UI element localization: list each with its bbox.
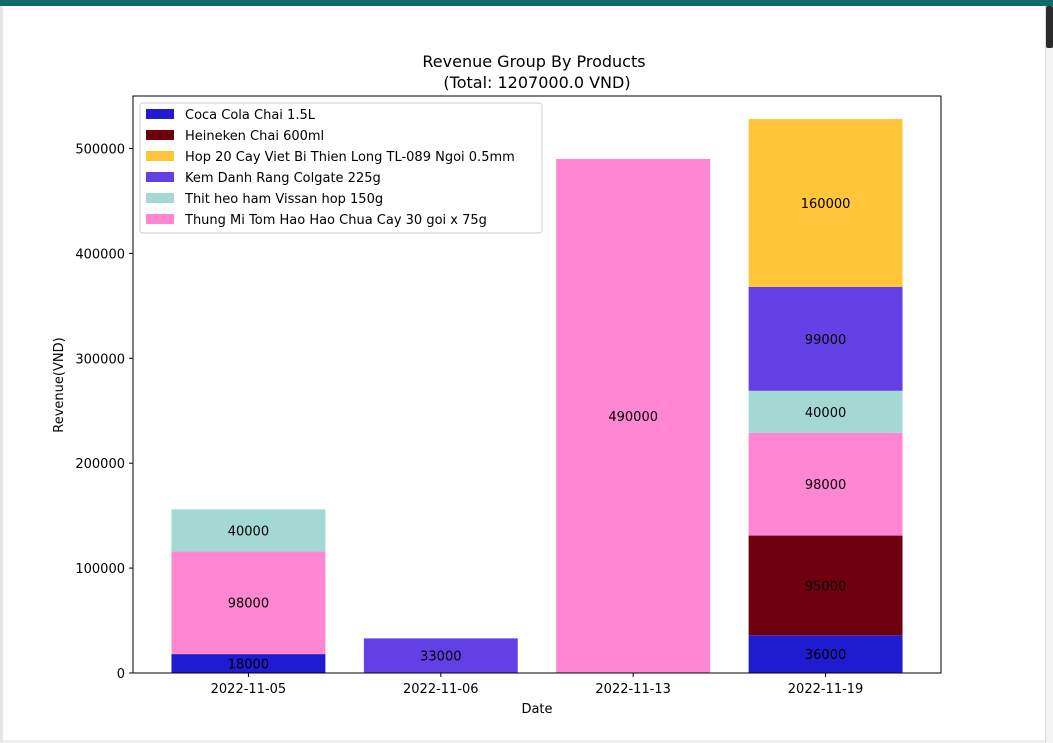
bar-value-label: 98000	[228, 597, 269, 612]
bar-segment	[171, 654, 326, 673]
legend-label: Thit heo ham Vissan hop 150g	[184, 192, 383, 207]
bar-segment	[748, 432, 903, 536]
legend-label: Kem Danh Rang Colgate 225g	[185, 171, 381, 186]
bar-segment	[748, 119, 903, 287]
bar-segment	[748, 635, 903, 673]
chart-subtitle: (Total: 1207000.0 VND)	[443, 73, 630, 92]
legend-swatch	[146, 214, 174, 224]
bar-value-label: 36000	[805, 648, 846, 663]
bar-value-label: 40000	[805, 406, 846, 421]
bar-value-label: 95000	[805, 579, 846, 594]
scrollbar-track[interactable]	[1045, 6, 1053, 743]
bar-value-label: 40000	[228, 524, 269, 539]
x-tick-label: 2022-11-05	[211, 682, 287, 697]
legend-label: Hop 20 Cay Viet Bi Thien Long TL-089 Ngo…	[185, 150, 515, 165]
y-tick-label: 300000	[75, 352, 125, 367]
legend-label: Thung Mi Tom Hao Hao Chua Cay 30 goi x 7…	[184, 213, 487, 228]
y-tick-label: 400000	[75, 247, 125, 262]
x-tick-label: 2022-11-19	[788, 682, 864, 697]
bar-value-label: 18000	[228, 658, 269, 673]
legend-swatch	[146, 109, 174, 119]
bar-value-label: 98000	[805, 478, 846, 493]
legend-label: Coca Cola Chai 1.5L	[185, 108, 316, 123]
chart-title: Revenue Group By Products	[422, 52, 645, 71]
legend-label: Heineken Chai 600ml	[185, 129, 324, 144]
bar-segment	[171, 509, 326, 552]
bar-segment	[171, 551, 326, 655]
axes-layer: 2022-11-05 2022-11-06 2022-11-13 2022-11-19…	[75, 142, 863, 697]
legend-swatch	[146, 172, 174, 182]
y-tick-label: 200000	[75, 457, 125, 472]
scrollbar-thumb[interactable]	[1046, 6, 1053, 48]
y-tick-label: 100000	[75, 562, 125, 577]
x-tick-label: 2022-11-13	[595, 682, 671, 697]
legend-swatch	[146, 151, 174, 161]
legend: Coca Cola Chai 1.5L Heineken Chai 600ml Ho…	[139, 102, 543, 234]
x-tick-label: 2022-11-06	[403, 682, 479, 697]
legend-swatch	[146, 130, 174, 140]
y-tick-label: 500000	[75, 142, 125, 157]
bar-segment	[363, 638, 518, 673]
window-top-bar	[0, 0, 1053, 6]
bar-segment	[748, 390, 903, 433]
bar-value-label: 99000	[805, 333, 846, 348]
bar-segment	[748, 286, 903, 391]
legend-box	[139, 102, 543, 234]
bar-value-label: 33000	[420, 650, 461, 665]
bar-value-label: 490000	[608, 410, 658, 425]
window-bottom-edge	[3, 740, 1045, 743]
plot-frame	[132, 95, 942, 674]
bars-layer: 18000 98000 40000 33000 490000 36000 95000 9800…	[171, 119, 903, 674]
x-axis-label: Date	[521, 702, 552, 717]
legend-swatch	[146, 193, 174, 203]
y-tick-label: 0	[117, 667, 125, 682]
bar-value-label: 160000	[801, 197, 851, 212]
y-axis-label: Revenue(VND)	[52, 337, 67, 432]
window-left-edge	[0, 6, 3, 743]
bar-segment	[556, 158, 711, 674]
bar-segment	[748, 535, 903, 636]
